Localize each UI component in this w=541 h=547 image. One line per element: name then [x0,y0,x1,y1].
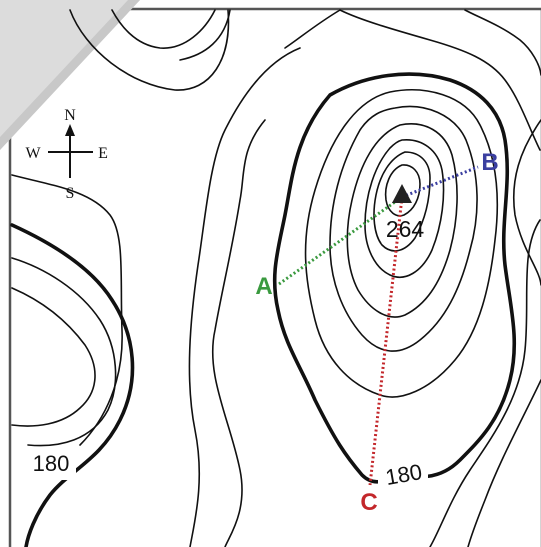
label-mask-left [26,450,76,480]
index-contour-left [10,223,135,547]
profile-line-c [368,196,404,486]
point-a-label: A [255,273,272,300]
compass-rose: N S W E [25,107,107,202]
compass-east-label: E [98,145,108,162]
contour-left-upper [11,174,123,446]
compass-west-label: W [25,145,41,162]
point-b-label: B [481,149,498,176]
contour-hill-outer-2 [429,219,541,547]
summit-elevation-label: 264 [386,216,425,242]
profile-line-b [401,165,479,199]
point-c-label: C [360,489,377,516]
contour-top-left-1 [111,9,216,49]
north-arrow-icon [65,124,75,136]
corner-fold-edge [0,0,140,150]
contour-top-left-2 [69,9,230,91]
contour-right-2 [188,47,301,547]
contour-hill-5 [346,123,458,318]
label-mask-bottom [378,457,428,487]
contour-hill-outer [339,9,541,151]
contour-right-edge [512,119,541,286]
contour-left-lobe-outer [11,257,117,447]
contour-hill-4 [329,105,478,352]
contour-right-1 [211,119,266,547]
map-frame [8,7,541,547]
contour-top-center [179,9,231,61]
index-contour-hill [272,72,517,484]
contour-hill-8 [384,164,421,217]
profile-lines [278,165,479,486]
contour-left-lobe-inner [11,287,96,427]
contour-hill-7 [373,151,431,252]
contour-label-left: 180 [33,451,70,476]
contour-lines [10,9,541,547]
contour-right-3 [284,9,341,49]
summit-triangle-icon [392,184,412,203]
contour-hill-outer-3 [464,9,541,76]
contour-hill-6 [364,139,445,278]
compass-south-label: S [66,185,75,202]
contour-hill-3 [304,89,499,398]
contour-bottom-right [467,379,541,547]
compass-north-label: N [64,107,76,124]
